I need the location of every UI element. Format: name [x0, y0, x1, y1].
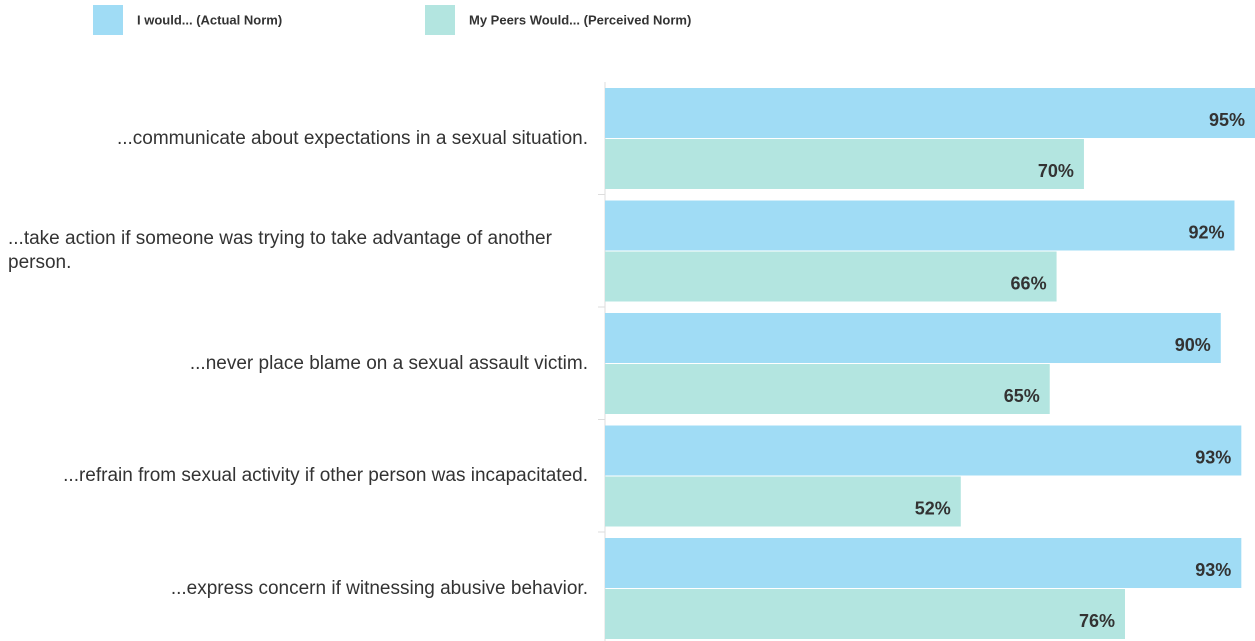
category-label-box: ...take action if someone was trying to …	[8, 201, 588, 302]
category-label-box: ...never place blame on a sexual assault…	[8, 313, 588, 414]
value-label: 52%	[915, 498, 951, 518]
category-label-box: ...communicate about expectations in a s…	[8, 88, 588, 189]
bar	[605, 251, 1057, 302]
value-label: 65%	[1004, 386, 1040, 406]
bar	[605, 538, 1242, 588]
legend-label: I would... (Actual Norm)	[137, 12, 282, 27]
bar	[605, 200, 1235, 251]
bar	[605, 476, 961, 527]
value-label: 66%	[1011, 273, 1047, 293]
legend-swatch	[425, 5, 455, 35]
value-label: 93%	[1195, 560, 1231, 580]
category-label-box: ...express concern if witnessing abusive…	[8, 538, 588, 639]
bar	[605, 313, 1221, 363]
bar	[605, 589, 1125, 639]
category-label: ...express concern if witnessing abusive…	[170, 577, 588, 599]
category-label: ...communicate about expectations in a s…	[116, 127, 588, 149]
category-label-box: ...refrain from sexual activity if other…	[8, 426, 588, 527]
bar	[605, 364, 1050, 414]
category-label: ...refrain from sexual activity if other…	[63, 465, 588, 486]
category-label: ...take action if someone was trying to …	[8, 228, 552, 273]
bar	[605, 88, 1255, 138]
value-label: 90%	[1175, 335, 1211, 355]
bar	[605, 425, 1242, 476]
value-label: 95%	[1209, 110, 1245, 130]
value-label: 76%	[1079, 611, 1115, 631]
bar	[605, 139, 1084, 189]
value-label: 92%	[1188, 222, 1224, 242]
value-label: 93%	[1195, 447, 1231, 467]
legend-label: My Peers Would... (Perceived Norm)	[469, 12, 691, 27]
value-label: 70%	[1038, 161, 1074, 181]
legend-swatch	[93, 5, 123, 35]
category-label: ...never place blame on a sexual assault…	[189, 352, 588, 374]
